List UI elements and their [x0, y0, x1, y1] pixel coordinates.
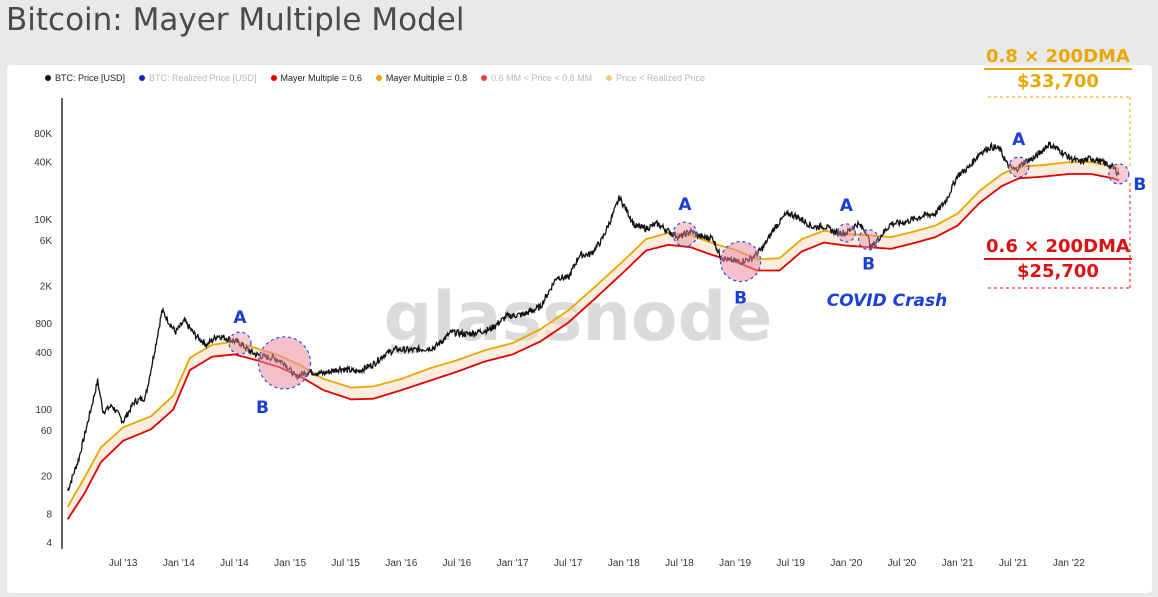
x-tick-label: Jul '18 [665, 558, 694, 569]
y-tick-label: 8 [46, 509, 52, 520]
x-tick-label: Jul '16 [443, 558, 472, 569]
marker-letter-a: A [1012, 130, 1026, 150]
legend-label: BTC: Realized Price [USD] [149, 73, 257, 83]
legend-item[interactable]: 0.6 MM < Price < 0.8 MM [481, 73, 592, 83]
lower-band-title: 0.6 × 200DMA [984, 236, 1132, 260]
legend-label: 0.6 MM < Price < 0.8 MM [491, 73, 593, 83]
legend-item[interactable]: Price < Realized Price [606, 73, 705, 83]
x-tick-label: Jan '22 [1053, 558, 1085, 569]
lower-band-value: $25,700 [1016, 261, 1099, 282]
x-tick-label: Jul '14 [220, 558, 249, 569]
covid-crash-label: COVID Crash [827, 291, 947, 311]
y-tick-label: 60 [41, 426, 53, 437]
page-title: Bitcoin: Mayer Multiple Model [6, 2, 465, 38]
lower-band-label: 0.6 × 200DMA $25,700 [984, 236, 1132, 282]
x-tick-label: Jul '17 [554, 558, 583, 569]
x-tick-label: Jan '17 [497, 558, 529, 569]
x-tick-label: Jan '19 [719, 558, 751, 569]
x-tick-label: Jul '13 [109, 558, 138, 569]
btc-price-line [66, 141, 1120, 492]
legend-label: Mayer Multiple = 0.8 [385, 73, 468, 83]
legend-swatch [45, 75, 51, 81]
watermark-text: glassnode [384, 278, 773, 357]
legend-label: BTC: Price [USD] [55, 73, 126, 83]
y-tick-label: 80K [34, 129, 52, 140]
legend-item[interactable]: Mayer Multiple = 0.6 [270, 73, 362, 83]
upper-band-value: $33,700 [1016, 71, 1099, 92]
x-tick-label: Jul '21 [999, 558, 1028, 569]
legend-swatch [270, 75, 277, 81]
x-tick-label: Jul '20 [888, 558, 917, 569]
upper-band-label: 0.8 × 200DMA $33,700 [984, 46, 1132, 92]
x-tick-label: Jul '19 [776, 558, 805, 569]
marker-letter-b: B [1133, 175, 1146, 195]
marker-letter-a: A [840, 196, 854, 216]
marker-letter-a: A [678, 195, 692, 215]
legend-item[interactable]: BTC: Price [USD] [45, 73, 125, 83]
x-tick-label: Jul '15 [331, 558, 360, 569]
x-tick-label: Jan '18 [608, 558, 640, 569]
chart-panel [7, 65, 1152, 593]
y-tick-label: 4 [46, 538, 52, 549]
legend-swatch [139, 75, 146, 81]
marker-letter-b: B [734, 289, 747, 309]
y-tick-label: 2K [40, 281, 53, 292]
upper-band-title: 0.8 × 200DMA [984, 46, 1132, 70]
y-tick-label: 10K [34, 215, 52, 226]
legend-label: Mayer Multiple = 0.6 [280, 73, 362, 83]
marker-circle-b [1108, 163, 1130, 185]
legend-item[interactable]: Mayer Multiple = 0.8 [375, 73, 468, 83]
y-tick-label: 20 [41, 472, 53, 483]
legend-label: Price < Realized Price [616, 73, 705, 83]
marker-circle-a [672, 221, 698, 247]
marker-letter-b: B [256, 398, 269, 418]
x-tick-label: Jan '15 [274, 558, 306, 569]
marker-circle-b [720, 240, 762, 283]
marker-circle-b [257, 336, 312, 390]
x-tick-label: Jan '21 [942, 558, 974, 569]
marker-circle-a [836, 223, 856, 243]
y-tick-label: 6K [40, 236, 53, 247]
x-tick-label: Jan '20 [830, 558, 862, 569]
marker-circle-a [1008, 156, 1030, 178]
marker-circle-b [857, 229, 880, 251]
marker-circle-a [228, 331, 252, 355]
mayer-0.6-line [66, 173, 1120, 520]
y-tick-label: 400 [35, 348, 52, 359]
y-tick-label: 100 [35, 405, 52, 416]
x-tick-label: Jan '14 [163, 558, 195, 569]
chart-legend: BTC: Price [USD] BTC: Realized Price [USD… [45, 73, 705, 83]
y-tick-label: 40K [34, 158, 52, 169]
legend-swatch [606, 75, 613, 81]
x-tick-label: Jan '16 [385, 558, 417, 569]
marker-letter-a: A [233, 308, 247, 328]
y-tick-label: 800 [35, 319, 52, 330]
legend-item[interactable]: BTC: Realized Price [USD] [139, 73, 257, 83]
legend-swatch [481, 75, 488, 81]
legend-swatch [375, 75, 382, 81]
marker-letter-b: B [862, 255, 875, 275]
